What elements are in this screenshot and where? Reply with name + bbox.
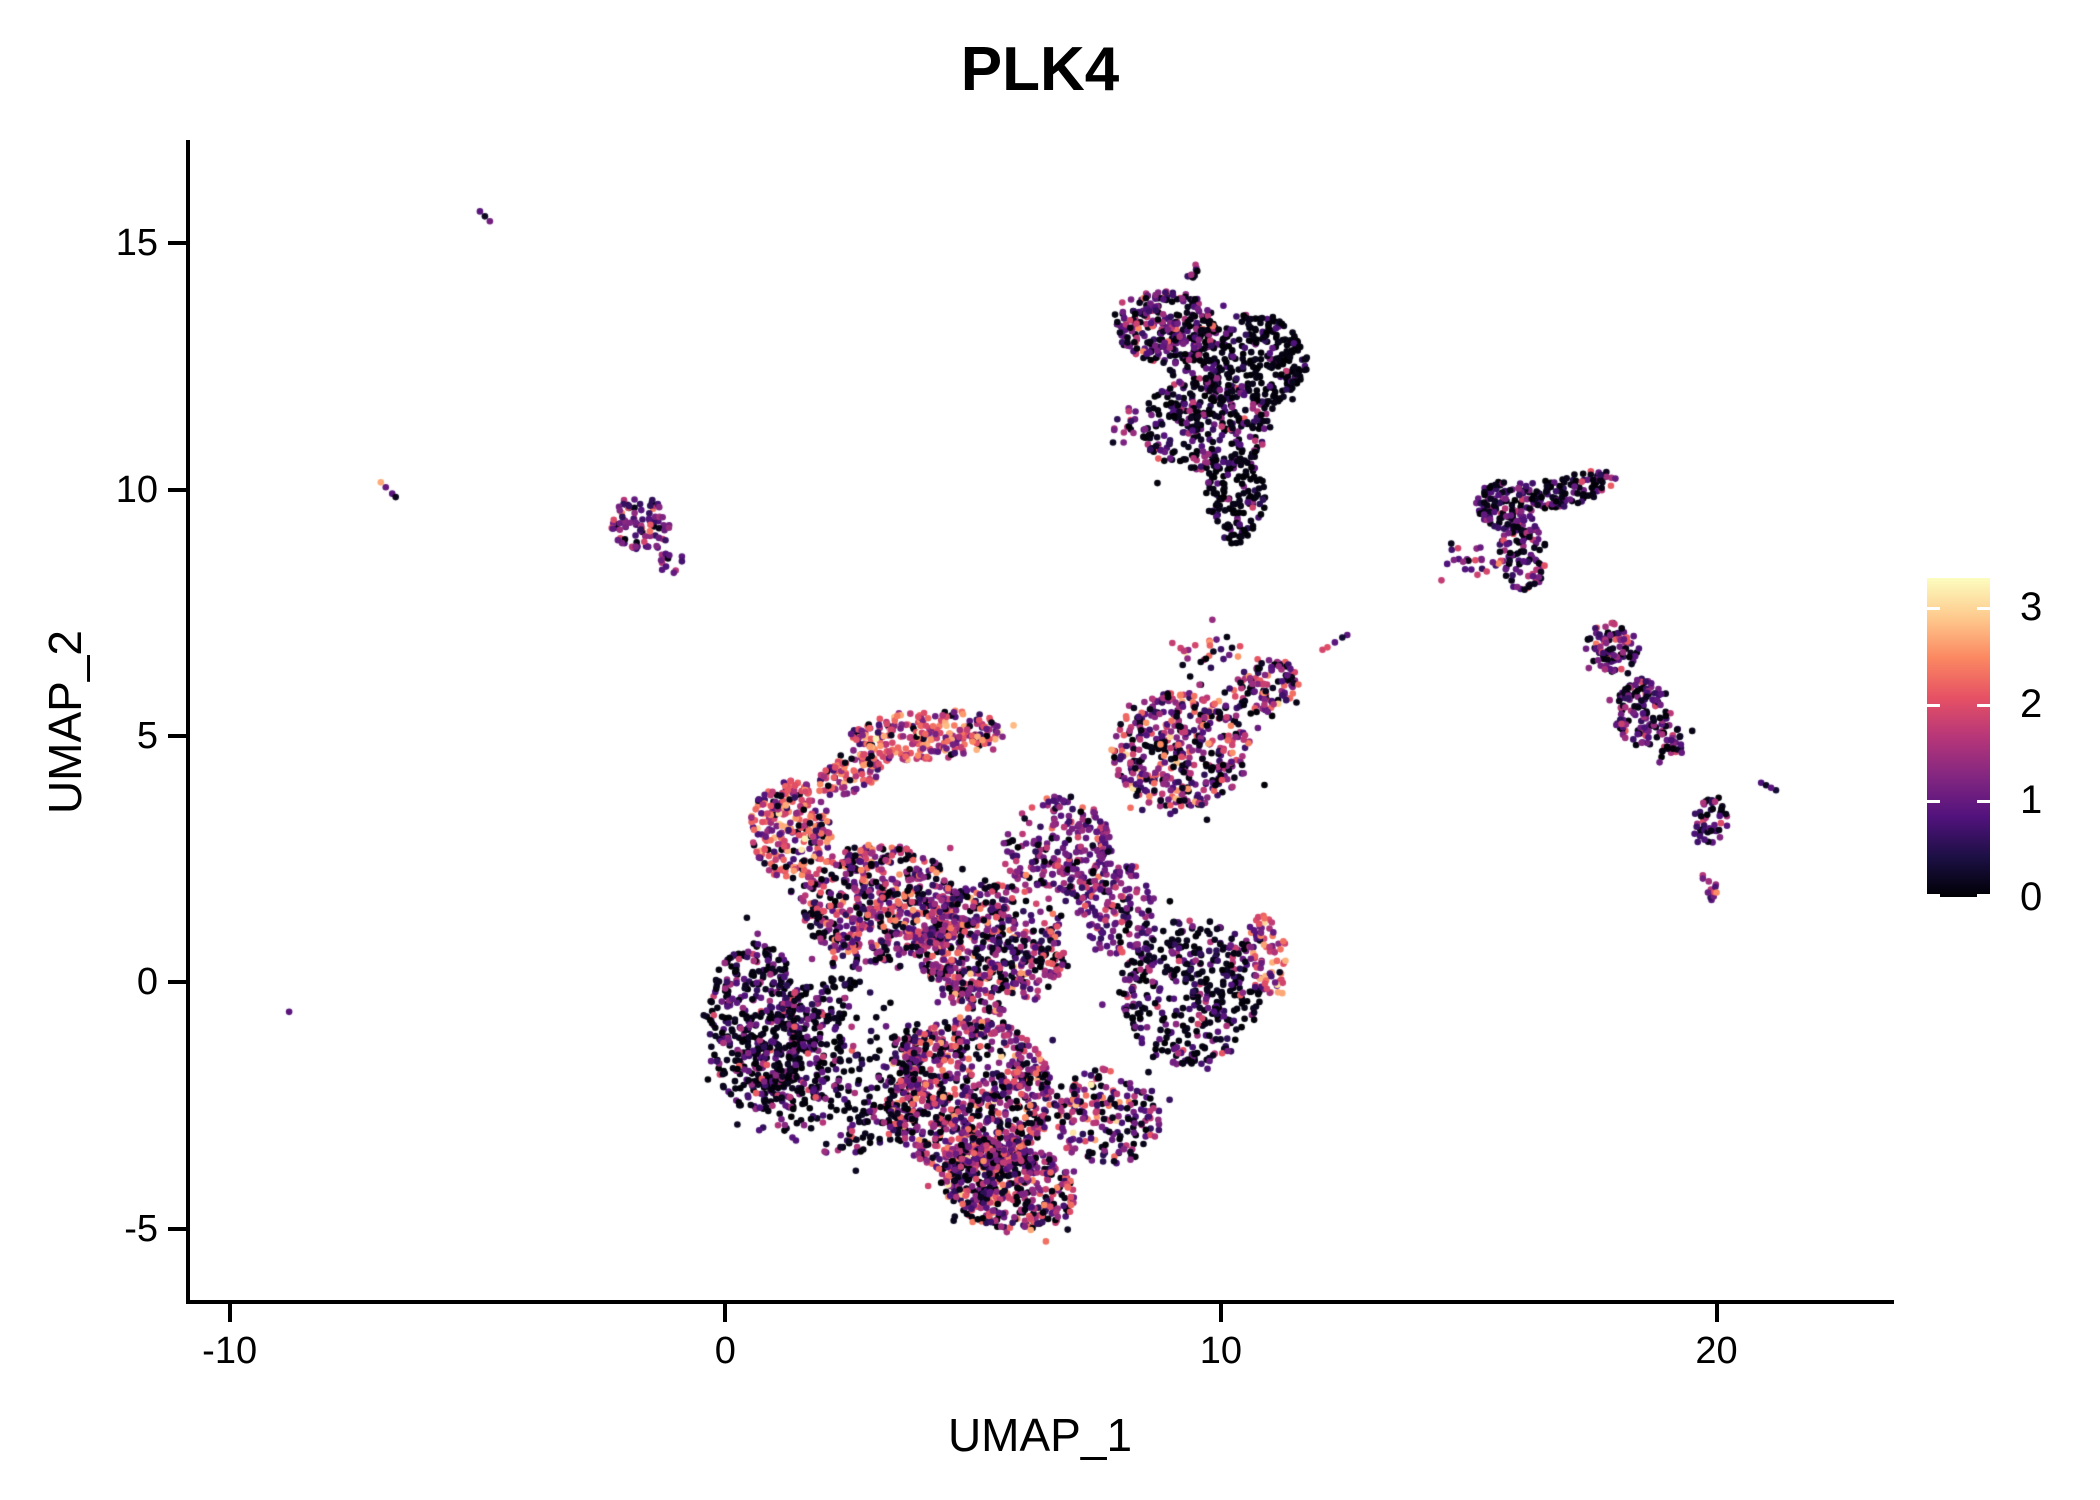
y-tick-label: -5 xyxy=(124,1207,158,1250)
colorbar-tick-mark xyxy=(1927,607,1940,610)
colorbar-tick-mark xyxy=(1977,607,1990,610)
y-tick-label: 15 xyxy=(115,222,158,265)
colorbar-tick-mark xyxy=(1977,894,1990,897)
x-axis-title: UMAP_1 xyxy=(947,1409,1133,1461)
colorbar-gradient xyxy=(1927,578,1990,897)
y-tick-mark xyxy=(168,1226,186,1231)
x-tick-label: 20 xyxy=(1695,1330,1738,1372)
x-tick-label: 0 xyxy=(714,1330,736,1372)
x-tick-mark xyxy=(723,1304,728,1322)
colorbar-tick-label: 0 xyxy=(2020,875,2043,919)
umap-scatter-canvas xyxy=(190,140,1890,1300)
colorbar-tick-mark xyxy=(1977,703,1990,707)
y-tick-label: 5 xyxy=(136,715,158,757)
colorbar-tick-mark xyxy=(1977,800,1990,804)
colorbar-tick-label: 3 xyxy=(2020,585,2043,629)
y-axis-line xyxy=(186,140,190,1304)
y-tick-mark xyxy=(168,980,186,985)
colorbar-legend xyxy=(1927,578,1990,897)
colorbar-tick-label: 2 xyxy=(2020,681,2043,726)
colorbar-tick-mark xyxy=(1927,894,1940,897)
y-tick-label: 10 xyxy=(115,468,158,511)
plot-title: PLK4 xyxy=(960,35,1120,104)
x-tick-label: 10 xyxy=(1199,1330,1243,1372)
colorbar-tick-label: 1 xyxy=(2020,778,2043,823)
colorbar-tick-mark xyxy=(1927,703,1940,707)
y-tick-mark xyxy=(168,487,186,492)
y-tick-label: 0 xyxy=(136,961,158,1004)
x-tick-mark xyxy=(1714,1304,1719,1322)
y-tick-mark xyxy=(168,241,186,246)
colorbar-tick-mark xyxy=(1927,800,1940,804)
x-tick-mark xyxy=(1218,1304,1223,1322)
x-tick-label: -10 xyxy=(202,1330,258,1372)
y-tick-mark xyxy=(168,734,186,738)
x-tick-mark xyxy=(227,1304,232,1322)
x-axis-line xyxy=(186,1300,1894,1304)
